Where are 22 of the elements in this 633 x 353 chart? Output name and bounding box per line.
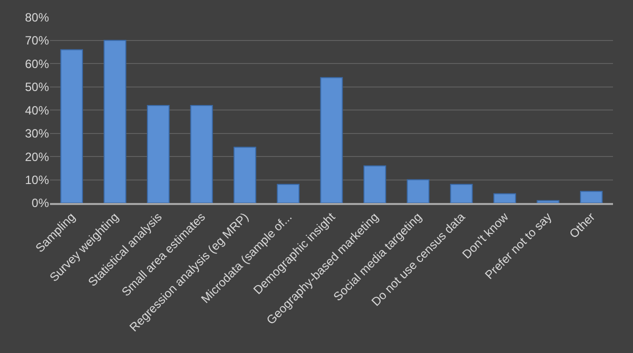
bar [536,200,560,203]
bar [190,104,213,203]
bar [406,179,430,203]
bar [363,165,386,203]
bar [234,146,256,203]
bar [580,190,603,203]
y-tick-label: 60% [24,56,50,71]
bar [104,40,126,203]
y-tick-label: 10% [24,172,50,187]
y-tick-label: 50% [24,80,50,94]
y-tick-label: 80% [24,10,50,24]
y-tick-label: 0% [32,196,50,210]
y-tick-label: 70% [24,34,50,48]
bar [146,104,170,203]
bar [450,184,473,203]
bar [493,193,516,203]
bar [276,184,300,203]
y-tick-label: 30% [24,126,50,141]
y-tick-label: 40% [24,103,50,118]
y-tick-label: 20% [24,150,50,164]
bar [320,77,343,203]
bar [60,49,83,203]
